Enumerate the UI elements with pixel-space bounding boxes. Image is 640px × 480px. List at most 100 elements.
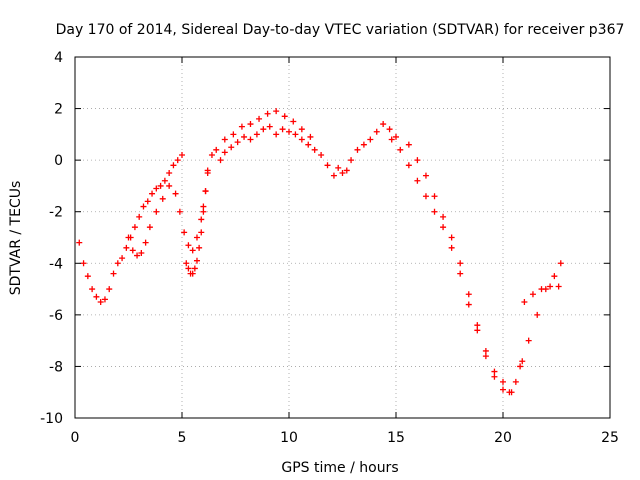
data-point — [131, 224, 138, 231]
data-point — [360, 141, 367, 148]
data-point — [339, 170, 346, 177]
data-point — [253, 131, 260, 138]
data-point — [200, 203, 207, 210]
data-point — [281, 113, 288, 120]
data-point — [89, 286, 96, 293]
y-tick-label: -8 — [49, 359, 63, 375]
chart-title: Day 170 of 2014, Sidereal Day-to-day VTE… — [56, 22, 625, 38]
data-point — [80, 260, 87, 267]
data-point — [149, 190, 156, 197]
data-point — [76, 239, 83, 246]
data-point — [405, 141, 412, 148]
data-point — [367, 136, 374, 143]
data-point — [119, 255, 126, 262]
x-tick-label: 5 — [178, 430, 187, 446]
data-point — [386, 126, 393, 133]
data-point — [93, 293, 100, 300]
data-point — [153, 185, 160, 192]
data-point — [221, 149, 228, 156]
data-point — [221, 136, 228, 143]
data-point — [292, 131, 299, 138]
data-point — [134, 252, 141, 259]
data-point — [422, 193, 429, 200]
data-point — [547, 283, 554, 290]
data-point — [534, 311, 541, 318]
data-point — [166, 182, 173, 189]
data-point — [193, 257, 200, 264]
data-point — [482, 353, 489, 360]
data-point — [179, 151, 185, 158]
data-point — [84, 273, 91, 280]
data-point — [465, 301, 472, 308]
data-point — [273, 108, 280, 115]
x-tick-label: 10 — [280, 430, 298, 446]
data-point — [474, 327, 481, 334]
data-point — [172, 190, 179, 197]
data-point — [198, 229, 205, 236]
data-point — [457, 260, 464, 267]
data-point — [405, 162, 412, 169]
data-point — [146, 224, 153, 231]
data-point — [191, 265, 198, 272]
data-point — [279, 126, 286, 133]
series-track-f — [335, 121, 399, 177]
data-point — [525, 337, 532, 344]
data-point — [198, 216, 205, 223]
data-point — [196, 244, 203, 251]
data-point — [247, 121, 254, 128]
data-point — [448, 244, 455, 251]
series-track-b — [125, 170, 211, 259]
data-point — [517, 363, 524, 370]
x-tick-label: 15 — [387, 430, 405, 446]
data-point — [256, 115, 263, 122]
data-point — [373, 128, 380, 135]
data-point — [508, 389, 515, 396]
data-point — [324, 162, 331, 169]
data-point — [157, 182, 164, 189]
data-point — [273, 131, 280, 138]
data-point — [465, 291, 472, 298]
data-point — [311, 146, 318, 153]
data-point — [208, 151, 215, 158]
grid-lines — [75, 57, 610, 418]
data-point — [138, 249, 145, 256]
data-point — [448, 234, 455, 241]
data-point — [335, 164, 342, 171]
data-point — [491, 368, 498, 375]
y-tick-label: 4 — [54, 50, 63, 66]
data-point — [529, 291, 536, 298]
data-point — [213, 146, 220, 153]
data-point — [228, 144, 235, 151]
data-point — [166, 170, 173, 177]
data-point — [393, 133, 399, 140]
data-point — [557, 260, 564, 267]
data-point — [114, 260, 121, 267]
data-point — [260, 126, 267, 133]
data-point — [234, 139, 241, 146]
data-point — [189, 270, 196, 277]
data-point — [185, 242, 192, 249]
data-point — [230, 131, 237, 138]
data-point — [174, 157, 181, 164]
data-point — [202, 188, 209, 195]
x-tick-label: 25 — [601, 430, 619, 446]
data-point — [290, 118, 297, 125]
data-point — [512, 378, 519, 385]
data-point — [238, 123, 245, 130]
data-point — [298, 136, 305, 143]
data-point — [330, 172, 337, 179]
data-point — [354, 146, 361, 153]
data-point — [136, 213, 143, 220]
axis-ticks: 0 5 10 15 20 25 -10 -8 -6 -4 -2 0 2 4 — [40, 50, 619, 446]
data-point — [161, 177, 168, 184]
data-point — [140, 203, 147, 210]
data-point — [500, 378, 506, 385]
y-tick-label: -6 — [49, 308, 63, 324]
data-point — [538, 286, 545, 293]
data-point — [551, 273, 558, 280]
x-tick-label: 20 — [494, 430, 512, 446]
data-point — [144, 198, 151, 205]
data-point — [189, 247, 196, 254]
data-point — [298, 126, 305, 133]
